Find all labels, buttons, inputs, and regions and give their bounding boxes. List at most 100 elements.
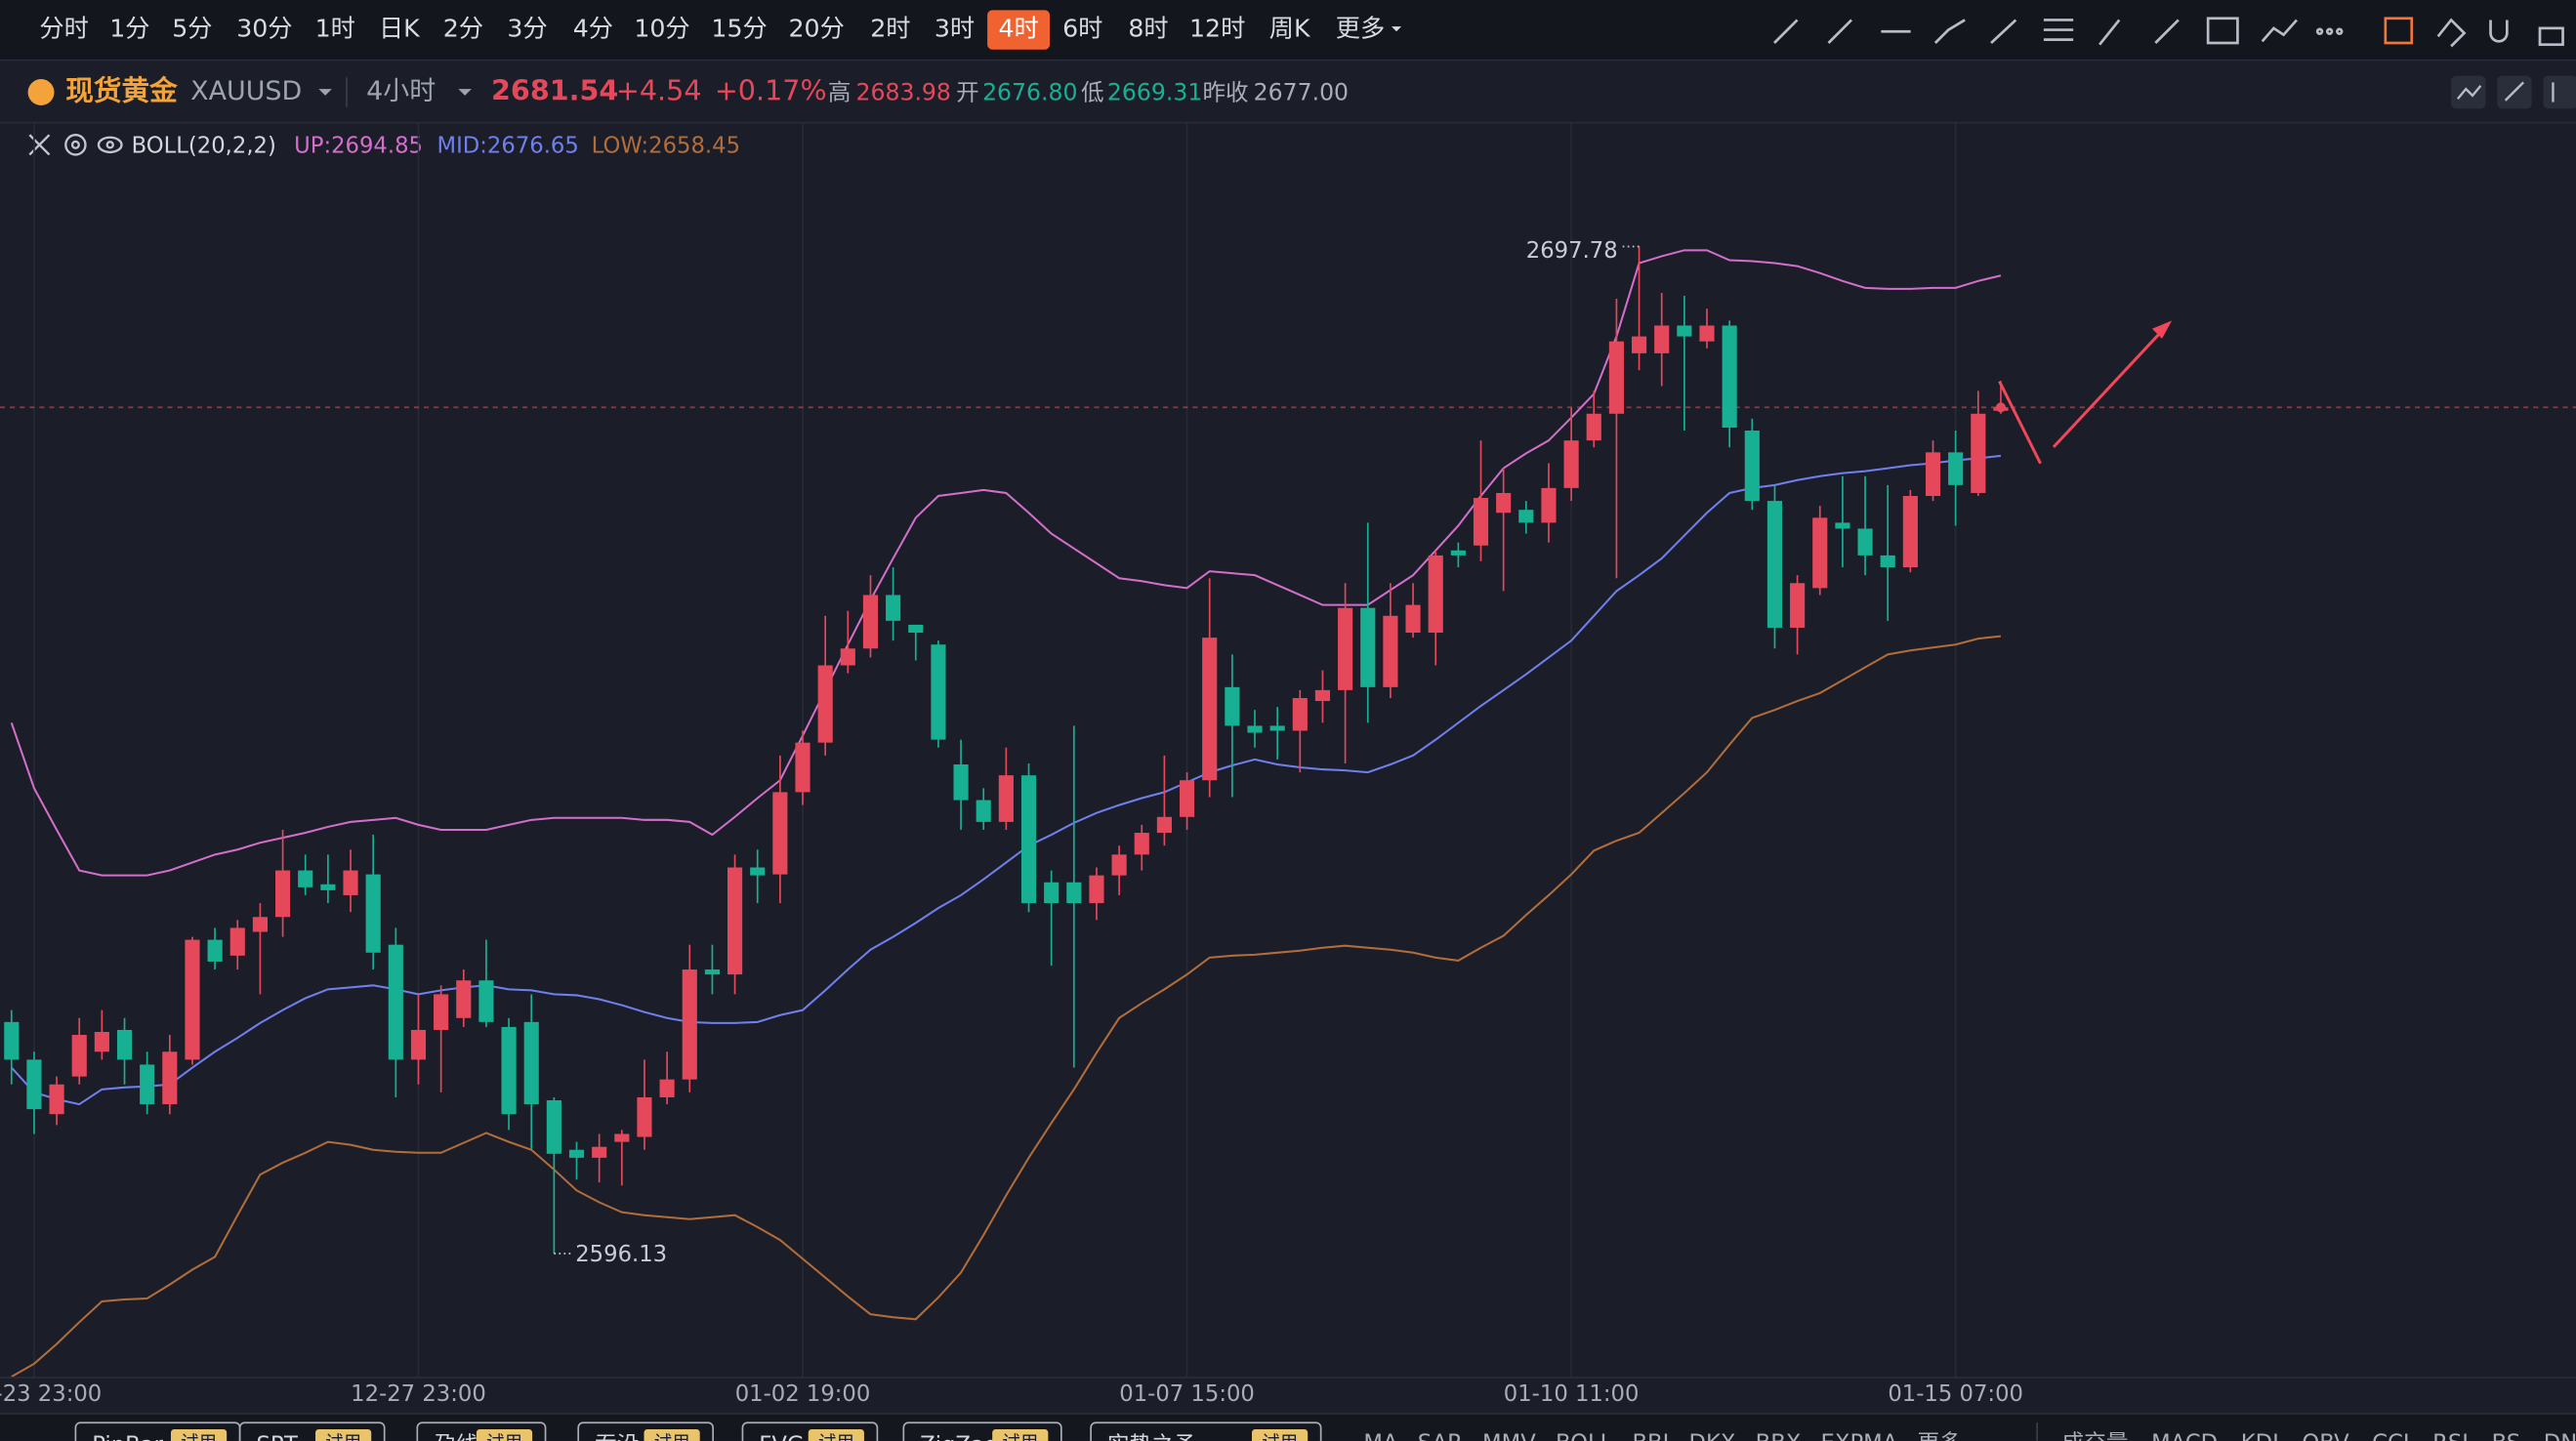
timeframe-tab[interactable]: 15分 xyxy=(711,15,767,43)
tool-tab[interactable] xyxy=(741,1421,879,1441)
candle-body xyxy=(1156,816,1172,834)
timeframe-tab[interactable]: 4时 xyxy=(998,15,1038,43)
candle-body xyxy=(140,1064,155,1105)
tool-tab[interactable] xyxy=(238,1421,386,1441)
candle-body xyxy=(1744,431,1760,502)
overlay-option[interactable]: DKX xyxy=(1689,1431,1736,1441)
timeframe-tab[interactable]: 日K xyxy=(379,15,421,43)
pane-option[interactable]: BS xyxy=(2492,1431,2521,1441)
candle-body xyxy=(727,867,743,975)
candle-body xyxy=(1857,528,1873,556)
timeframe-tab[interactable]: 30分 xyxy=(236,15,292,43)
candle-body xyxy=(1450,550,1466,556)
overlay-option[interactable]: MA xyxy=(1363,1431,1398,1441)
tool-name[interactable]: SRT xyxy=(256,1432,298,1441)
tool-name[interactable]: 实势之矛 xyxy=(1107,1432,1196,1441)
symbol-name[interactable]: 现货黄金 xyxy=(65,73,178,106)
badge-bg xyxy=(170,1428,228,1441)
tool-tab[interactable] xyxy=(577,1421,715,1441)
symbol-icon xyxy=(27,79,55,105)
timeframe-tab[interactable]: 周K xyxy=(1269,15,1311,43)
tool-tab[interactable] xyxy=(902,1421,1062,1441)
timeframe-tab[interactable]: 4分 xyxy=(573,15,613,43)
candle-body xyxy=(1383,615,1398,687)
pane-option[interactable]: RSI xyxy=(2432,1431,2469,1441)
pane-option[interactable]: 成交量 xyxy=(2061,1431,2128,1441)
candle-body xyxy=(1880,555,1895,568)
timeframe-tab[interactable]: 分时 xyxy=(39,15,88,43)
candle-body xyxy=(1473,498,1489,546)
toolbar xyxy=(0,0,2576,60)
x-tick-label: 12-23 23:00 xyxy=(0,1381,102,1407)
price: 2681.54 xyxy=(491,73,618,106)
badge-bg xyxy=(644,1428,700,1441)
candle-body xyxy=(162,1051,178,1105)
timeframe-tab[interactable]: 20分 xyxy=(788,15,844,43)
symbol-ticker[interactable]: XAUUSD xyxy=(190,76,302,106)
prev-label: 昨收 xyxy=(1203,79,1249,106)
indicator-mid: MID:2676.65 xyxy=(437,134,579,159)
tool-name[interactable]: FVG xyxy=(759,1432,804,1441)
timeframe-tab[interactable]: 6时 xyxy=(1062,15,1102,43)
candle-body xyxy=(94,1031,109,1052)
overlay-option[interactable]: 更多 xyxy=(1917,1431,1961,1441)
overlay-option[interactable]: BBX xyxy=(1756,1431,1802,1441)
tool-tab[interactable] xyxy=(1090,1421,1322,1441)
overlay-option[interactable]: BBI xyxy=(1632,1431,1669,1441)
timeframe-tab[interactable]: 10分 xyxy=(634,15,689,43)
candle-body xyxy=(1066,882,1082,904)
timeframe-tab[interactable]: 8时 xyxy=(1128,15,1168,43)
timeframe-tab[interactable]: 更多 xyxy=(1336,15,1385,43)
timeframe-tab[interactable]: 1时 xyxy=(315,15,355,43)
timeframe-tab[interactable]: 3分 xyxy=(507,15,547,43)
tool-tab[interactable] xyxy=(416,1421,547,1441)
drawn-arrow[interactable] xyxy=(1998,322,2170,465)
overlay-option[interactable]: EXPMA xyxy=(1821,1431,1898,1441)
timeframe-tab[interactable]: 1分 xyxy=(109,15,149,43)
candle-body xyxy=(1247,725,1263,733)
pane-option[interactable]: DN xyxy=(2544,1431,2576,1441)
candle-body xyxy=(1541,487,1557,523)
min-marker-label: 2596.13 xyxy=(575,1242,667,1267)
overlay-option[interactable]: SAR xyxy=(1418,1431,1463,1441)
candle-body xyxy=(1225,686,1240,726)
overlay-option[interactable]: MMV xyxy=(1482,1431,1536,1441)
indicator-controls[interactable] xyxy=(28,134,123,156)
candle-body xyxy=(434,994,449,1030)
candle-body xyxy=(1292,698,1308,731)
candle-body xyxy=(478,980,494,1022)
pane-option[interactable]: OBV xyxy=(2302,1431,2349,1441)
candle-body xyxy=(886,595,901,621)
tool-name[interactable]: 吞没 xyxy=(595,1432,639,1441)
timeframe-tab[interactable]: 2分 xyxy=(443,15,483,43)
candle-body xyxy=(976,800,991,822)
pane-option[interactable]: KDJ xyxy=(2241,1431,2279,1441)
candle-body xyxy=(862,595,879,649)
candle-body xyxy=(1134,833,1149,855)
candle-body xyxy=(185,939,200,1060)
badge: 试用 xyxy=(181,1433,217,1441)
candle-body xyxy=(1677,325,1692,337)
candle-body xyxy=(1428,555,1443,634)
timeframe-tab[interactable]: 12时 xyxy=(1189,15,1245,43)
period[interactable]: 4小时 xyxy=(366,76,436,106)
candle-body xyxy=(1563,440,1579,488)
tool-name[interactable]: ZigZag xyxy=(920,1432,998,1441)
timeframe-tab[interactable]: 5分 xyxy=(172,15,212,43)
tool-name[interactable]: 孕线 xyxy=(434,1432,478,1441)
candle-body xyxy=(1925,452,1941,496)
drawing-tools[interactable] xyxy=(1773,17,2564,48)
candle-body xyxy=(1202,638,1218,781)
candle-body xyxy=(1835,522,1850,529)
timeframe-tab[interactable]: 2时 xyxy=(870,15,910,43)
header-tools[interactable] xyxy=(2451,75,2576,109)
pane-option[interactable]: MACD xyxy=(2151,1431,2218,1441)
tool-name[interactable]: PinBar xyxy=(92,1432,163,1441)
pane-option[interactable]: CCI xyxy=(2372,1431,2409,1441)
drawn-arrowhead xyxy=(2151,320,2173,339)
timeframe-tab[interactable]: 3时 xyxy=(935,15,975,43)
overlay-option[interactable]: BOLL xyxy=(1556,1431,1613,1441)
candle-body xyxy=(1496,492,1512,514)
candle-body xyxy=(1812,517,1828,589)
